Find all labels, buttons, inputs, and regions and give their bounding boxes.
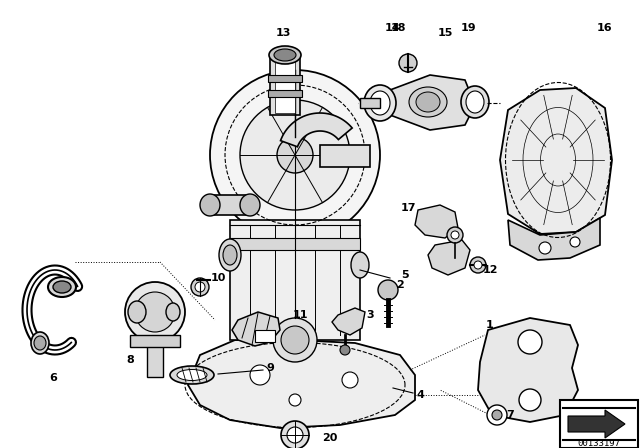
Ellipse shape xyxy=(240,194,260,216)
Polygon shape xyxy=(415,205,458,238)
Ellipse shape xyxy=(223,245,237,265)
Bar xyxy=(210,195,250,215)
Bar xyxy=(147,342,163,377)
Polygon shape xyxy=(478,318,578,422)
Text: 1: 1 xyxy=(486,320,494,330)
Polygon shape xyxy=(508,218,600,260)
Bar xyxy=(268,90,302,97)
Circle shape xyxy=(518,330,542,354)
Polygon shape xyxy=(428,240,470,275)
Text: 2: 2 xyxy=(396,280,404,290)
Circle shape xyxy=(447,227,463,243)
Circle shape xyxy=(191,278,209,296)
Bar xyxy=(320,145,370,167)
Polygon shape xyxy=(500,88,612,234)
Polygon shape xyxy=(382,75,475,130)
Text: 16: 16 xyxy=(597,23,613,33)
Ellipse shape xyxy=(409,87,447,117)
Text: 3: 3 xyxy=(366,310,374,320)
Circle shape xyxy=(240,100,350,210)
Ellipse shape xyxy=(166,303,180,321)
Circle shape xyxy=(281,421,309,448)
Ellipse shape xyxy=(53,281,71,293)
Text: 14: 14 xyxy=(385,23,401,33)
Polygon shape xyxy=(188,340,415,428)
Ellipse shape xyxy=(351,252,369,278)
Text: 4: 4 xyxy=(416,390,424,400)
Ellipse shape xyxy=(31,332,49,354)
Ellipse shape xyxy=(200,194,220,216)
Ellipse shape xyxy=(274,49,296,61)
Polygon shape xyxy=(232,312,280,346)
Bar xyxy=(560,400,638,448)
Circle shape xyxy=(287,427,303,443)
Circle shape xyxy=(492,410,502,420)
Text: 19: 19 xyxy=(460,23,476,33)
Polygon shape xyxy=(568,410,625,438)
Bar xyxy=(270,55,300,115)
Polygon shape xyxy=(230,220,360,340)
Circle shape xyxy=(195,282,205,292)
Circle shape xyxy=(273,318,317,362)
Text: 17: 17 xyxy=(400,203,416,213)
Ellipse shape xyxy=(170,366,214,384)
Ellipse shape xyxy=(48,277,76,297)
Text: 8: 8 xyxy=(126,355,134,365)
Circle shape xyxy=(289,394,301,406)
Text: 12: 12 xyxy=(483,265,498,275)
Circle shape xyxy=(539,242,551,254)
Bar xyxy=(130,335,180,347)
Text: 11: 11 xyxy=(292,310,308,320)
Circle shape xyxy=(125,282,185,342)
Polygon shape xyxy=(332,308,365,335)
Ellipse shape xyxy=(370,91,390,115)
Circle shape xyxy=(487,405,507,425)
Ellipse shape xyxy=(128,301,146,323)
Ellipse shape xyxy=(34,336,46,350)
Circle shape xyxy=(399,54,417,72)
Text: 5: 5 xyxy=(401,270,409,280)
Ellipse shape xyxy=(466,91,484,113)
Text: 10: 10 xyxy=(211,273,226,283)
Text: 7: 7 xyxy=(506,410,514,420)
Bar xyxy=(268,75,302,82)
Circle shape xyxy=(135,292,175,332)
Text: 6: 6 xyxy=(49,373,57,383)
Ellipse shape xyxy=(364,85,396,121)
Circle shape xyxy=(277,137,313,173)
Circle shape xyxy=(340,345,350,355)
Circle shape xyxy=(519,389,541,411)
Text: 18: 18 xyxy=(390,23,406,33)
Bar xyxy=(360,98,380,108)
Circle shape xyxy=(281,326,309,354)
Text: 15: 15 xyxy=(437,28,452,38)
Circle shape xyxy=(451,231,459,239)
Ellipse shape xyxy=(219,239,241,271)
Bar xyxy=(230,238,360,250)
Text: 20: 20 xyxy=(323,433,338,443)
Circle shape xyxy=(378,280,398,300)
Circle shape xyxy=(570,237,580,247)
Bar xyxy=(255,330,275,342)
Ellipse shape xyxy=(416,92,440,112)
Ellipse shape xyxy=(269,46,301,64)
Circle shape xyxy=(210,70,380,240)
Text: 00133197: 00133197 xyxy=(577,439,621,448)
Text: 13: 13 xyxy=(275,28,291,38)
Polygon shape xyxy=(280,113,352,147)
Ellipse shape xyxy=(461,86,489,118)
Circle shape xyxy=(250,365,270,385)
Text: 9: 9 xyxy=(266,363,274,373)
Circle shape xyxy=(470,257,486,273)
Circle shape xyxy=(474,261,482,269)
Circle shape xyxy=(342,372,358,388)
Bar xyxy=(275,58,295,113)
Ellipse shape xyxy=(177,370,207,380)
